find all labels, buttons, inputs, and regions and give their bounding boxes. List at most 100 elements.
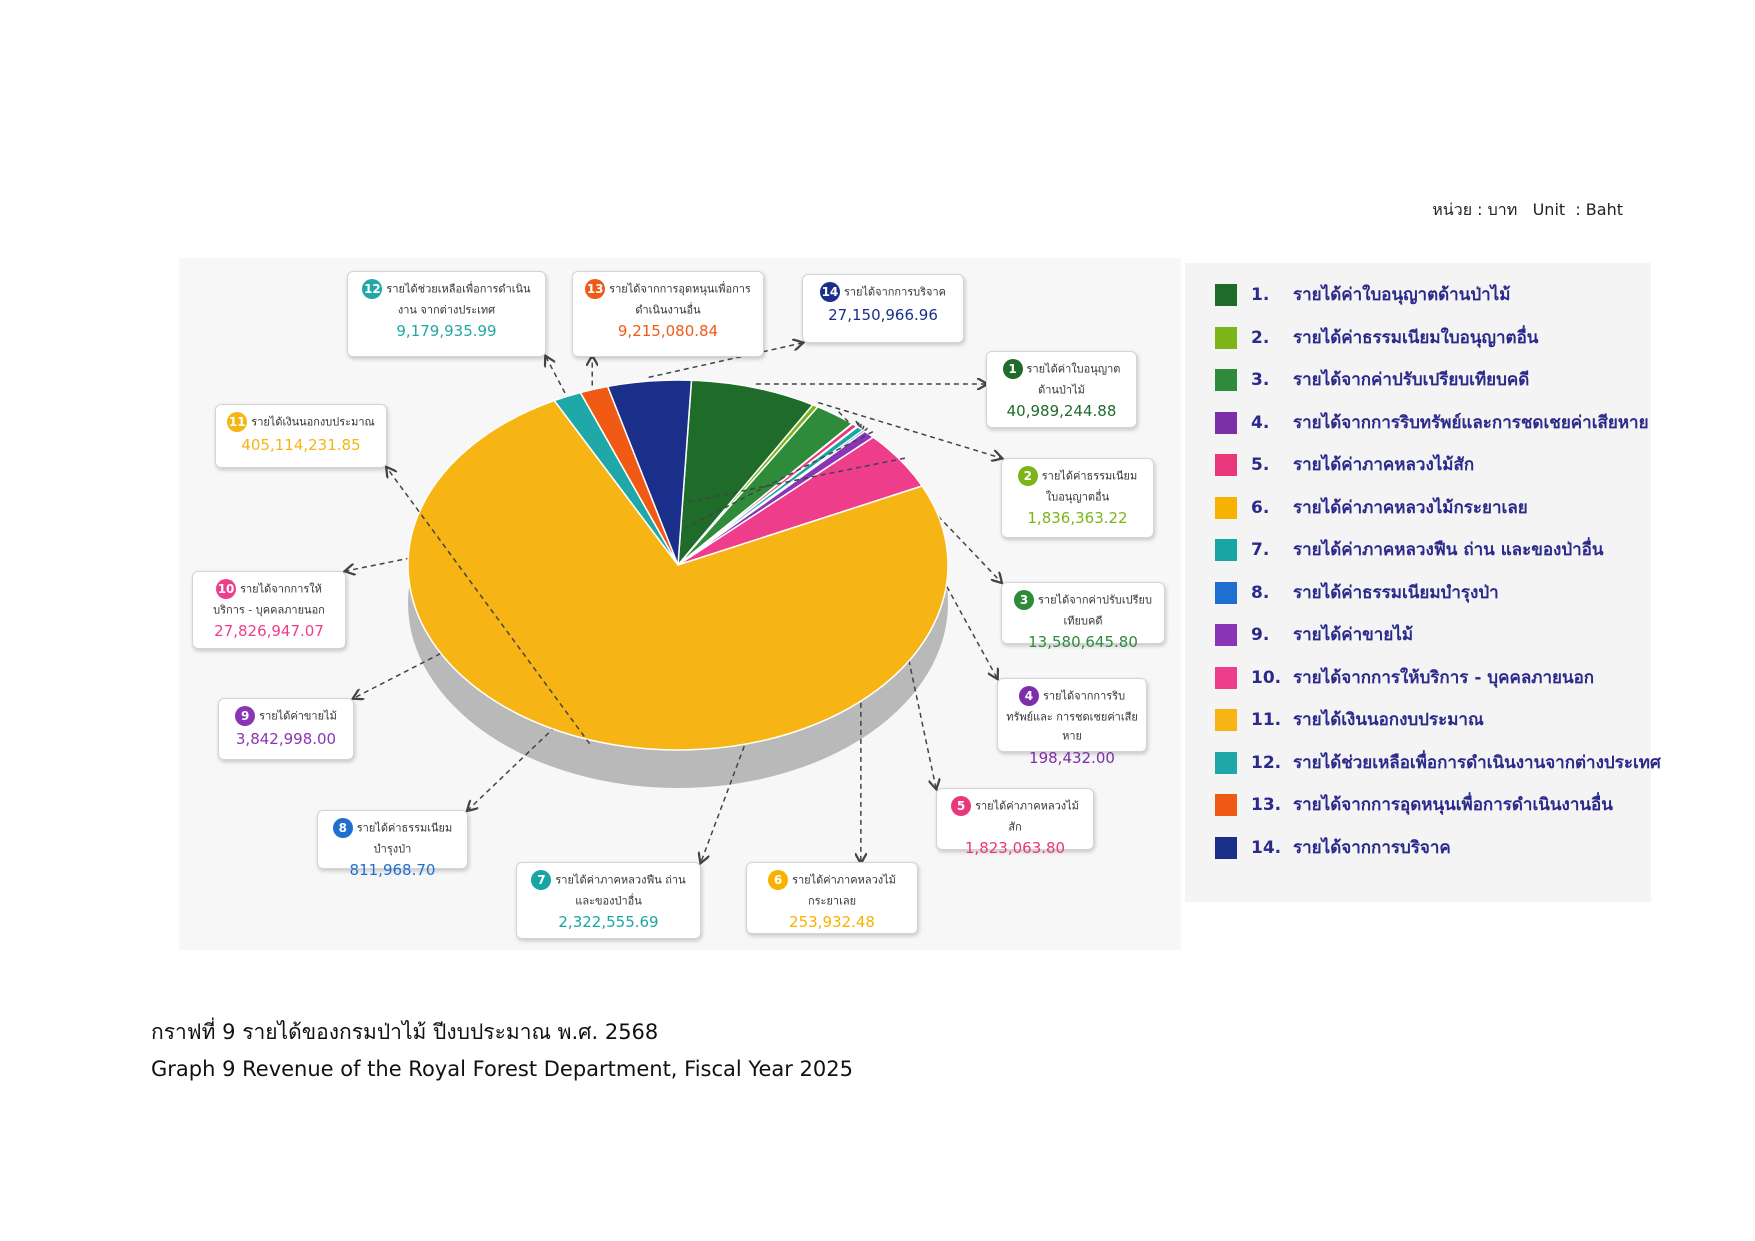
callout: 14 รายได้จากการบริจาค 27,150,966.96 <box>802 274 964 343</box>
legend-item: 8. รายได้ค่าธรรมเนียมบำรุงป่า <box>1215 579 1499 606</box>
legend-label: รายได้จากการอุดหนุนเพื่อการดำเนินงานอื่น <box>1293 795 1613 815</box>
callout-value: 27,826,947.07 <box>214 622 324 640</box>
callout-value: 27,150,966.96 <box>828 305 938 324</box>
callout: 4 รายได้จากการริบทรัพย์และ การชดเชยค่าเสี… <box>997 678 1147 767</box>
callout-label: รายได้ช่วยเหลือเพื่อการดำเนินงาน จากต่าง… <box>386 282 531 317</box>
callout-label: รายได้ค่าธรรมเนียมบำรุงป่า <box>356 821 453 856</box>
callout-head: 11 รายได้เงินนอกงบประมาณ <box>224 411 378 432</box>
legend-label: รายได้ค่าภาคหลวงไม้กระยาเลย <box>1293 497 1528 518</box>
legend-swatch <box>1215 326 1237 349</box>
legend-number: 14. <box>1251 837 1282 858</box>
callout-arrow <box>817 401 1001 458</box>
callout-label: รายได้ค่าใบอนุญาต ด้านป่าไม้ <box>1026 362 1121 397</box>
callout-label: รายได้จากการบริจาค <box>843 285 947 299</box>
callout-label: รายได้จากการริบทรัพย์และ การชดเชยค่าเสีย… <box>1006 689 1138 743</box>
legend-number: 12. <box>1251 752 1282 773</box>
legend-label: รายได้จากการให้บริการ - บุคคลภายนอก <box>1293 667 1595 688</box>
pie-slice <box>407 399 949 751</box>
callout-head: 2 รายได้ค่าธรรมเนียม ใบอนุญาตอื่น <box>1010 465 1145 505</box>
callout: 8 รายได้ค่าธรรมเนียมบำรุงป่า 811,968.70 <box>317 810 468 879</box>
legend-number: 4. <box>1251 412 1270 433</box>
callout-badge: 1 <box>1002 358 1023 379</box>
callout: 3 รายได้จากค่าปรับเปรียบเทียบคดี 13,580,64… <box>1001 582 1165 651</box>
callout-label: รายได้จากค่าปรับเปรียบเทียบคดี <box>1038 593 1152 628</box>
legend-label: รายได้ค่าภาคหลวงฟืน ถ่าน และของป่าอื่น <box>1293 540 1604 560</box>
callout-badge: 7 <box>531 869 552 890</box>
callout-badge: 3 <box>1014 589 1034 610</box>
callout-value: 13,580,645.80 <box>1028 633 1138 651</box>
legend-label: รายได้ค่าภาคหลวงไม้สัก <box>1293 455 1475 475</box>
legend-swatch <box>1215 624 1237 646</box>
callout: 2 รายได้ค่าธรรมเนียม ใบอนุญาตอื่น 1,836,36… <box>1001 458 1154 538</box>
callout-head: 5 รายได้ค่าภาคหลวงไม้สัก <box>945 795 1085 835</box>
legend-item: 12. รายได้ช่วยเหลือเพื่อการดำเนินงานจากต่… <box>1215 749 1661 776</box>
callout-head: 14 รายได้จากการบริจาค <box>811 281 955 302</box>
callout: 11 รายได้เงินนอกงบประมาณ 405,114,231.85 <box>215 404 387 468</box>
callout-badge: 5 <box>951 795 972 816</box>
callout-label: รายได้ค่าภาคหลวงไม้สัก <box>975 799 1079 834</box>
legend-item: 2. รายได้ค่าธรรมเนียมใบอนุญาตอื่น <box>1215 324 1538 351</box>
legend-swatch <box>1215 539 1237 561</box>
legend-swatch <box>1215 794 1237 816</box>
callout-label: รายได้ค่าขายไม้ <box>259 709 337 723</box>
legend-label: รายได้ช่วยเหลือเพื่อการดำเนินงานจากต่างป… <box>1293 752 1661 773</box>
legend-swatch <box>1215 369 1237 391</box>
legend-swatch <box>1215 581 1237 604</box>
callout-head: 9 รายได้ค่าขายไม้ <box>227 705 345 726</box>
callout-value: 9,215,080.84 <box>617 322 719 340</box>
legend-number: 7. <box>1251 540 1270 560</box>
callout: 1 รายได้ค่าใบอนุญาต ด้านป่าไม้ 40,989,244.… <box>986 351 1137 428</box>
legend: 1. รายได้ค่าใบอนุญาตด้านป่าไม้ 2. รายได้ค่า… <box>1185 263 1661 902</box>
legend-number: 2. <box>1251 327 1270 348</box>
callout-head: 4 รายได้จากการริบทรัพย์และ การชดเชยค่าเสี… <box>1006 685 1138 745</box>
callout: 5 รายได้ค่าภาคหลวงไม้สัก 1,823,063.80 <box>936 788 1094 857</box>
legend-number: 11. <box>1251 710 1282 730</box>
legend-label: รายได้เงินนอกงบประมาณ <box>1293 710 1484 730</box>
legend-item: 10. รายได้จากการให้บริการ - บุคคลภายนอก <box>1215 664 1594 691</box>
callout-badge: 8 <box>332 817 353 838</box>
caption-th: กราฟที่ 9 รายได้ของกรมป่าไม้ ปีงบประมาณ … <box>151 1020 659 1044</box>
callout-label: รายได้ค่าภาคหลวงฟืน ถ่าน และของป่าอื่น <box>555 873 686 908</box>
callout-badge: 4 <box>1018 685 1039 706</box>
callout-label: รายได้จากการให้บริการ - บุคคลภายนอก <box>213 582 325 617</box>
callout: 10 รายได้จากการให้บริการ - บุคคลภายนอก 27,… <box>192 571 346 649</box>
callout-value: 811,968.70 <box>349 861 436 879</box>
legend-number: 10. <box>1251 667 1282 688</box>
legend-item: 9. รายได้ค่าขายไม้ <box>1215 621 1413 648</box>
legend-item: 7. รายได้ค่าภาคหลวงฟืน ถ่าน และของป่าอื่น <box>1215 536 1604 563</box>
callout-badge: 6 <box>768 869 789 890</box>
legend-number: 8. <box>1251 582 1270 603</box>
legend-number: 13. <box>1251 795 1282 815</box>
legend-swatch <box>1215 411 1237 434</box>
legend-label: รายได้ค่าใบอนุญาตด้านป่าไม้ <box>1293 285 1511 305</box>
callout-arrow <box>701 425 865 862</box>
caption-en: Graph 9 Revenue of the Royal Forest Depa… <box>151 1057 853 1081</box>
legend-label: รายได้จากการริบทรัพย์และการชดเชยค่าเสียห… <box>1293 412 1649 433</box>
legend-swatch <box>1215 666 1237 689</box>
callout: 7 รายได้ค่าภาคหลวงฟืน ถ่าน และของป่าอื่น 2… <box>516 862 701 939</box>
legend-label: รายได้ค่าขายไม้ <box>1293 625 1414 645</box>
legend-item: 11. รายได้เงินนอกงบประมาณ <box>1215 706 1484 733</box>
legend-number: 9. <box>1251 625 1270 645</box>
callout-badge: 14 <box>819 281 840 302</box>
legend-swatch <box>1215 709 1237 731</box>
callout-arrow <box>648 343 802 379</box>
pie-slice <box>606 379 693 566</box>
legend-swatch <box>1215 751 1237 774</box>
callout-value: 40,989,244.88 <box>1006 402 1117 420</box>
callout-badge: 9 <box>235 705 256 726</box>
legend-item: 5. รายได้ค่าภาคหลวงไม้สัก <box>1215 451 1474 478</box>
unit-label: หน่วย : บาท Unit : Baht <box>1432 200 1623 219</box>
callout-head: 6 รายได้ค่าภาคหลวงไม้กระยาเลย <box>755 869 909 909</box>
callout-value: 198,432.00 <box>1029 748 1115 767</box>
legend-number: 1. <box>1251 285 1270 305</box>
callout: 6 รายได้ค่าภาคหลวงไม้กระยาเลย 253,932.48 <box>746 862 918 934</box>
callout: 12 รายได้ช่วยเหลือเพื่อการดำเนินงาน จากต่… <box>347 271 546 357</box>
callout-head: 8 รายได้ค่าธรรมเนียมบำรุงป่า <box>326 817 459 857</box>
callout-label: รายได้จากการอุดหนุนเพื่อการ ดำเนินงานอื่… <box>609 282 751 317</box>
legend-swatch <box>1215 836 1237 859</box>
callout-value: 1,823,063.80 <box>964 839 1066 857</box>
callout-head: 3 รายได้จากค่าปรับเปรียบเทียบคดี <box>1010 589 1156 629</box>
callout-value: 3,842,998.00 <box>235 729 337 748</box>
